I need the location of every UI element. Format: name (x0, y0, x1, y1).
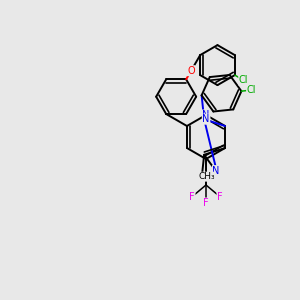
Text: F: F (189, 192, 195, 202)
Text: O: O (188, 66, 195, 76)
Text: F: F (217, 192, 223, 202)
Text: N: N (212, 166, 220, 176)
Text: CH₃: CH₃ (199, 172, 215, 181)
Text: F: F (203, 198, 209, 208)
Text: N: N (202, 114, 210, 124)
Text: N: N (202, 110, 210, 120)
Text: Cl: Cl (247, 85, 256, 95)
Text: Cl: Cl (239, 75, 248, 85)
